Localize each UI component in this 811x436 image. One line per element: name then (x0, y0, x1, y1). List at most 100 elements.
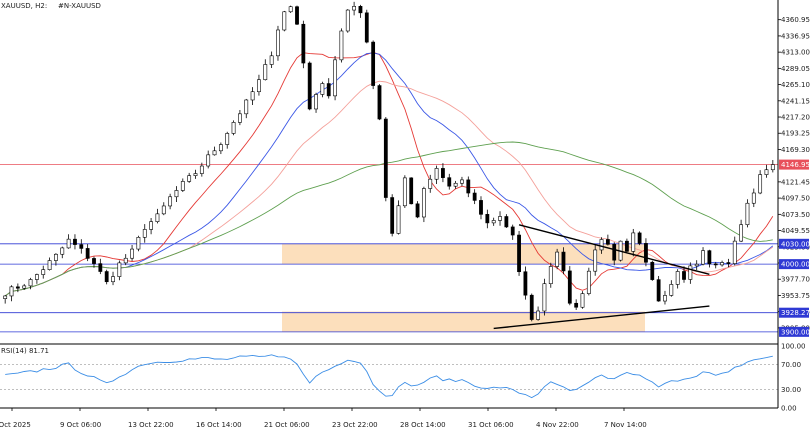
date-tick-label: 6 Oct 2025 (0, 421, 31, 429)
candle-body (688, 265, 693, 280)
candle-body (441, 168, 445, 178)
candle (244, 98, 249, 119)
rsi-tick-label: 30.00 (781, 386, 801, 394)
candle (136, 235, 141, 252)
candle (472, 189, 477, 205)
moving-average-line (4, 52, 774, 297)
level-price-label: 4000.00 (781, 261, 810, 269)
candle-body (434, 168, 439, 180)
candle-body (238, 113, 242, 123)
candle (390, 194, 395, 237)
candle (73, 234, 77, 250)
candle-body (47, 260, 52, 270)
candle-body (123, 257, 128, 264)
candle-body (555, 251, 560, 267)
candle-body (637, 232, 642, 244)
candle-body (745, 202, 750, 226)
candle-body (117, 262, 122, 277)
levels-layer (0, 164, 778, 333)
candle (85, 244, 90, 262)
price-tick-label: 4336.95 (781, 32, 810, 40)
candle (548, 262, 553, 288)
candle (34, 273, 39, 284)
price-tick-label: 4073.50 (781, 211, 810, 219)
price-tick-label: 4265.10 (781, 81, 810, 89)
candle-body (15, 286, 20, 289)
date-tick-label: 23 Oct 22:00 (332, 421, 378, 429)
candle (142, 224, 147, 243)
candle (402, 175, 407, 208)
candle-body (428, 178, 433, 189)
price-tick-label: 4289.05 (781, 65, 810, 73)
candle (60, 246, 65, 259)
candle (599, 237, 604, 254)
date-tick-label: 9 Oct 06:00 (60, 421, 101, 429)
candle (79, 239, 84, 254)
zones-layer (282, 243, 645, 332)
level-price-label: 3928.27 (781, 309, 810, 317)
candle (180, 178, 185, 193)
candle-body (111, 276, 115, 283)
candle (218, 142, 223, 155)
candle (206, 150, 211, 169)
candle-body (161, 205, 166, 215)
rsi-tick-label: 0.00 (781, 405, 797, 413)
candle-body (517, 234, 521, 273)
candle-body (149, 221, 153, 230)
candle (669, 280, 674, 297)
price-tick-label: 4241.15 (781, 97, 810, 105)
date-tick-label: 16 Oct 14:00 (196, 421, 242, 429)
candle (149, 218, 153, 235)
candle-body (580, 293, 585, 308)
rsi-layer: RSI(14) 81.71 (0, 343, 778, 399)
candle-body (421, 188, 426, 218)
candle (441, 163, 445, 183)
candle-body (447, 177, 452, 187)
candle-body (656, 279, 661, 302)
candle-body (504, 216, 509, 228)
candle (631, 228, 636, 257)
candle-body (523, 271, 528, 296)
candle (567, 266, 572, 306)
candle (682, 266, 686, 283)
candle (644, 238, 648, 267)
candle-body (548, 266, 553, 285)
candle-body (574, 302, 579, 308)
candle (123, 254, 128, 266)
candle (542, 278, 547, 316)
candle (288, 5, 293, 13)
candle (9, 285, 14, 302)
candle (466, 176, 471, 198)
candle-body (650, 261, 655, 280)
candle-body (409, 177, 414, 205)
level-price-tag (779, 307, 809, 318)
candle (92, 256, 96, 268)
candle-body (269, 55, 274, 65)
candle (130, 244, 134, 261)
candle-body (352, 6, 357, 11)
candle-body (60, 247, 65, 255)
candle-body (390, 197, 395, 234)
candle (688, 262, 693, 284)
candle (307, 61, 312, 111)
candle (282, 10, 287, 32)
candle-body (663, 295, 667, 302)
current-price-tag (779, 159, 809, 170)
candle (434, 165, 439, 184)
candle (155, 208, 160, 224)
candle (510, 224, 515, 240)
candle-body (142, 229, 147, 238)
level-price-tag (779, 259, 809, 270)
candle (491, 217, 496, 226)
candle (415, 201, 420, 219)
candle (504, 214, 509, 228)
candle (694, 260, 699, 271)
price-tick-label: 3977.70 (781, 276, 810, 284)
candle-body (396, 205, 401, 234)
candle (485, 209, 490, 229)
candle-body (130, 248, 134, 259)
candle-body (669, 284, 674, 296)
candle (663, 290, 667, 305)
